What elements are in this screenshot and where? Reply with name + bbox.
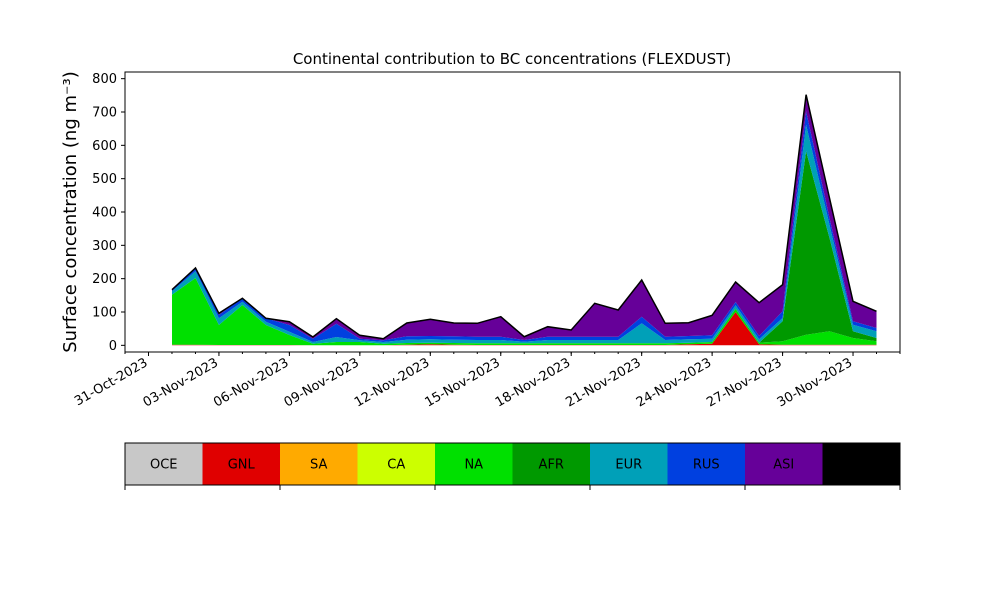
legend-swatch-gnl <box>202 443 280 485</box>
x-tick-label: 30-Nov-2023 <box>775 355 855 410</box>
legend-label-sa: SA <box>310 458 327 473</box>
x-tick-label: 24-Nov-2023 <box>634 355 714 410</box>
legend-swatch-eur <box>590 443 668 485</box>
area-na <box>172 278 877 346</box>
legend-label-na: NA <box>464 458 483 473</box>
total-concentration-line <box>171 94 877 340</box>
legend-frame <box>124 442 901 486</box>
legend-label-aus: AUS <box>848 458 875 473</box>
legend: OCE GNL SA CA NA AFR EUR RUS ASI AUS <box>124 442 901 490</box>
chart-title: Continental contribution to BC concentra… <box>293 50 731 68</box>
legend-swatch-aus <box>822 443 900 485</box>
x-axis: 31-Oct-202303-Nov-202306-Nov-202309-Nov-… <box>72 352 901 410</box>
y-tick-label: 500 <box>92 172 117 187</box>
x-tick-label: 21-Nov-2023 <box>563 355 643 410</box>
y-tick-label: 400 <box>92 206 117 221</box>
y-tick-label: 300 <box>92 239 117 254</box>
area-eur <box>172 124 877 344</box>
y-tick-label: 0 <box>109 339 117 354</box>
y-axis: 0 100 200 300 400 500 600 700 800 <box>92 72 125 354</box>
y-tick-label: 600 <box>92 139 117 154</box>
x-tick-label: 03-Nov-2023 <box>141 355 221 410</box>
x-tick-label: 15-Nov-2023 <box>422 355 502 410</box>
legend-swatch-na <box>435 443 513 485</box>
y-tick-label: 700 <box>92 106 117 121</box>
y-tick-label: 200 <box>92 272 117 287</box>
legend-swatch-sa <box>280 443 358 485</box>
legend-label-asi: ASI <box>773 458 794 473</box>
x-tick-label: 06-Nov-2023 <box>211 355 291 410</box>
legend-swatch-oce <box>125 443 203 485</box>
legend-label-ca: CA <box>387 458 405 473</box>
legend-label-afr: AFR <box>539 458 564 473</box>
legend-label-rus: RUS <box>693 458 720 473</box>
area-asi <box>172 94 877 341</box>
legend-swatch-asi <box>745 443 823 485</box>
x-tick-label: 18-Nov-2023 <box>493 355 573 410</box>
x-tick-label: 12-Nov-2023 <box>352 355 432 410</box>
legend-swatch-ca <box>357 443 435 485</box>
y-tick-label: 800 <box>92 72 117 87</box>
y-tick-label: 100 <box>92 306 117 321</box>
x-tick-label: 09-Nov-2023 <box>282 355 362 410</box>
area-gnl <box>172 312 877 346</box>
x-tick-label: 31-Oct-2023 <box>72 355 150 409</box>
legend-label-oce: OCE <box>150 458 178 473</box>
x-tick-label: 27-Nov-2023 <box>704 355 784 410</box>
y-axis-label: Surface concentration (ng m⁻³) <box>60 71 81 353</box>
area-afr <box>172 151 877 344</box>
legend-swatch-rus <box>667 443 745 485</box>
legend-label-gnl: GNL <box>228 458 256 473</box>
legend-label-eur: EUR <box>615 458 642 473</box>
area-series-group <box>172 94 877 346</box>
legend-swatch-afr <box>512 443 590 485</box>
total-line-group <box>171 94 877 340</box>
